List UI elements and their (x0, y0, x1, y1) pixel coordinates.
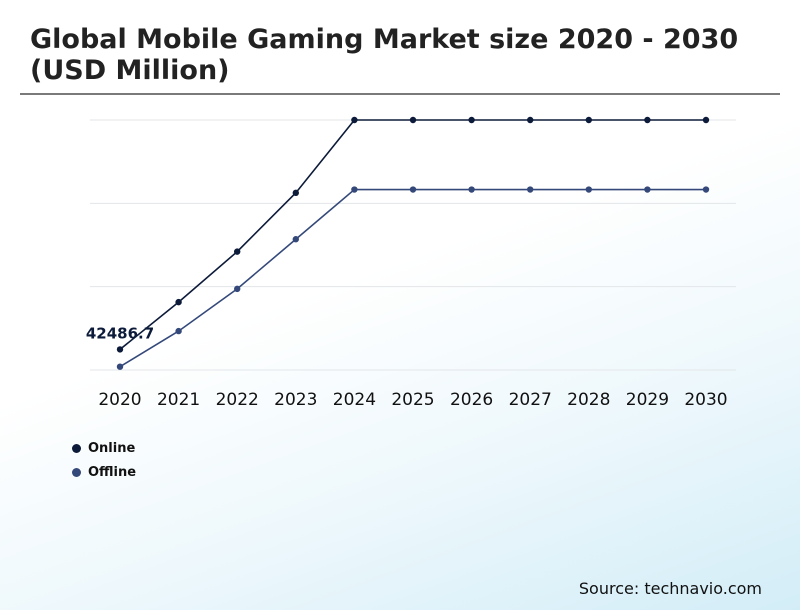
x-tick-label: 2029 (626, 390, 669, 410)
legend: Online Offline (72, 436, 136, 484)
x-tick-label: 2030 (684, 390, 727, 410)
data-point-online-2024 (351, 116, 358, 124)
x-tick-label: 2025 (391, 390, 434, 410)
gridlines (90, 119, 736, 371)
data-labels: 42486.7 (86, 324, 154, 342)
data-point-online-2027 (527, 116, 534, 124)
x-tick-label: 2022 (216, 390, 259, 410)
data-point-offline-2029 (644, 186, 651, 193)
data-point-offline-2021 (175, 327, 182, 335)
data-point-online-2029 (644, 116, 651, 124)
x-tick-label: 2027 (509, 390, 552, 410)
series-line-online (119, 119, 706, 351)
data-point-online-2020 (116, 346, 124, 353)
legend-item-offline: Offline (72, 460, 136, 484)
chart-title: Global Mobile Gaming Market size 2020 - … (30, 24, 739, 86)
data-point-offline-2028 (585, 186, 592, 193)
data-point-online-2025 (409, 116, 417, 124)
data-point-online-2028 (585, 116, 592, 124)
legend-marker (72, 467, 81, 477)
data-point-online-2023 (292, 189, 299, 197)
data-point-online-2030 (702, 116, 710, 124)
source-note: Source: technavio.com (578, 579, 762, 598)
data-point-offline-2030 (702, 186, 710, 193)
data-point-offline-2027 (527, 186, 534, 193)
x-tick-label: 2021 (157, 390, 200, 410)
x-tick-label: 2020 (98, 390, 141, 410)
x-tick-label: 2023 (274, 390, 317, 410)
x-tick-label: 2024 (333, 390, 376, 410)
data-point-offline-2020 (116, 363, 124, 370)
series-group (116, 116, 710, 370)
data-point-online-2022 (234, 248, 241, 255)
data-point-offline-2025 (409, 186, 417, 193)
title-divider (20, 93, 780, 95)
x-axis-ticks: 2020 2021 2022 2023 2024 2025 2026 2027 2028 2029… (98, 390, 727, 410)
data-point-online-2026 (468, 116, 475, 124)
data-point-offline-2024 (351, 186, 358, 193)
series-line-offline (119, 188, 706, 368)
data-point-offline-2023 (292, 236, 299, 243)
legend-marker (72, 443, 81, 453)
data-label: 42486.7 (86, 324, 154, 342)
data-point-offline-2022 (234, 285, 241, 293)
legend-label: Online (88, 440, 136, 456)
legend-label: Offline (88, 464, 137, 480)
x-tick-label: 2026 (450, 390, 493, 410)
data-point-online-2021 (175, 298, 182, 306)
data-point-offline-2026 (468, 186, 475, 193)
legend-item-online: Online (72, 436, 136, 460)
x-tick-label: 2028 (567, 390, 610, 410)
